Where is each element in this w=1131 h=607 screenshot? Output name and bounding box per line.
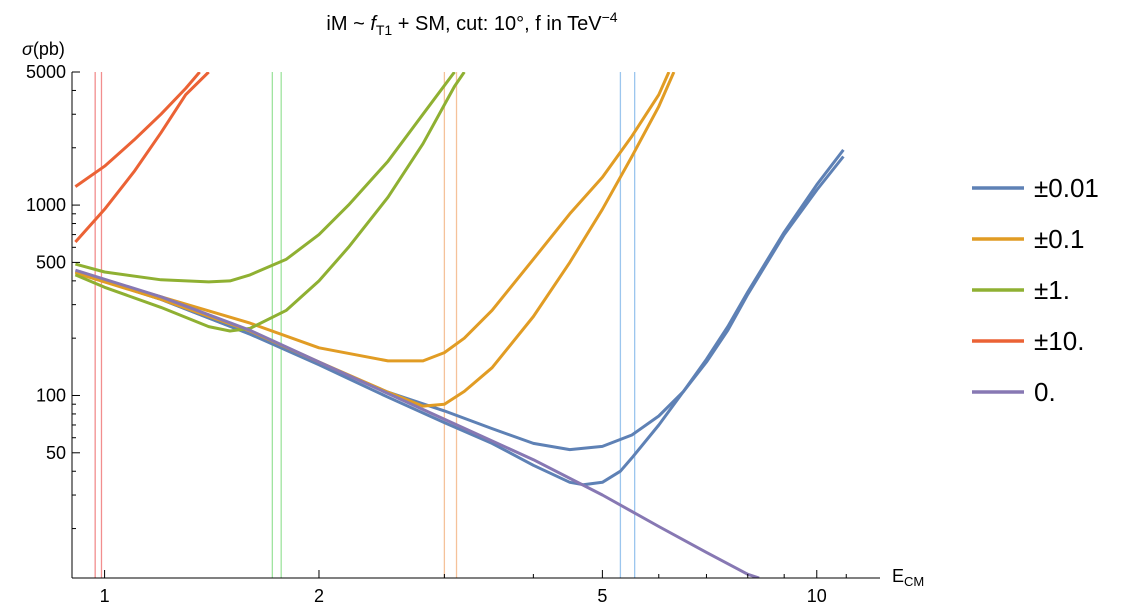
legend: ±0.01 ±0.1 ±1. ±10. 0. [972,173,1099,407]
y-axis-unit: (pb) [33,39,65,59]
x-tick-label: 1 [100,586,110,606]
x-axis-main: E [892,566,904,586]
legend-label-3: ±10. [1034,326,1084,356]
title-italic: f [370,13,378,35]
chart-title: iM ~ fT1 + SM, cut: 10°, f in TeV−4 [326,9,617,38]
series-0-curve-1 [74,148,845,487]
series-2-curve-0 [75,72,456,284]
y-tick-label: 50 [46,443,66,463]
x-axis-sub: CM [904,574,924,589]
legend-label-4: 0. [1034,377,1056,407]
y-tick-label: 100 [36,385,66,405]
title-pre: iM ~ [326,13,370,35]
legend-label-0: ±0.01 [1034,173,1099,203]
title-sup: −4 [602,9,618,25]
title-sub: T1 [376,22,393,38]
series-3-curve-0 [74,72,201,188]
series-1-curve-1 [74,72,676,408]
series-1-curve-0 [74,72,671,363]
series-0-curve-0 [74,155,845,452]
legend-label-1: ±0.1 [1034,224,1084,254]
y-tick-label: 1000 [26,195,66,215]
axes: 1 2 5 10 50 100 500 1000 5000 [26,62,880,606]
y-axis-symbol: σ [22,39,34,59]
series-4-curve-0 [74,268,760,578]
title-post: + SM, cut: 10°, f in TeV [392,13,602,35]
series-2-curve-1 [74,72,466,333]
x-tick-label: 10 [807,586,827,606]
data-curves [74,72,845,578]
y-tick-label: 500 [36,252,66,272]
legend-label-2: ±1. [1034,275,1070,305]
y-axis-label: σ(pb) [22,39,65,59]
x-axis-label: ECM [892,566,924,589]
x-tick-label: 2 [314,586,324,606]
x-tick-label: 5 [597,586,607,606]
cut-lines [94,72,636,578]
y-tick-label: 5000 [26,62,66,82]
series-3-curve-1 [74,72,210,243]
